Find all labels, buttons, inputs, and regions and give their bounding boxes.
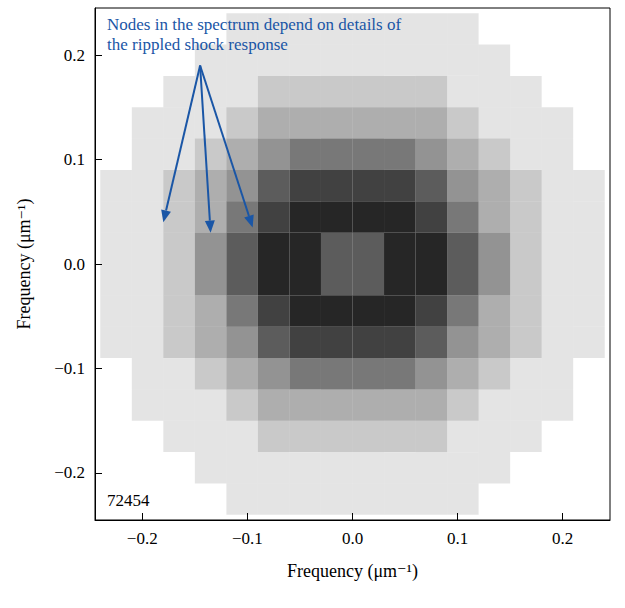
svg-text:0.1: 0.1: [447, 529, 468, 548]
svg-text:Frequency (μm⁻¹): Frequency (μm⁻¹): [287, 561, 418, 582]
svg-text:the rippled shock response: the rippled shock response: [107, 35, 288, 54]
svg-text:−0.2: −0.2: [127, 529, 158, 548]
svg-text:0.0: 0.0: [64, 255, 85, 274]
svg-text:0.2: 0.2: [552, 529, 573, 548]
svg-text:−0.1: −0.1: [232, 529, 263, 548]
svg-text:Frequency (μm⁻¹): Frequency (μm⁻¹): [14, 198, 35, 329]
svg-text:0.2: 0.2: [64, 46, 85, 65]
svg-text:0.1: 0.1: [64, 150, 85, 169]
svg-text:72454: 72454: [107, 491, 150, 510]
svg-text:Nodes in the spectrum depend o: Nodes in the spectrum depend on details …: [107, 15, 405, 34]
svg-text:−0.2: −0.2: [54, 463, 85, 482]
svg-text:−0.1: −0.1: [54, 359, 85, 378]
svg-text:0.0: 0.0: [342, 529, 363, 548]
